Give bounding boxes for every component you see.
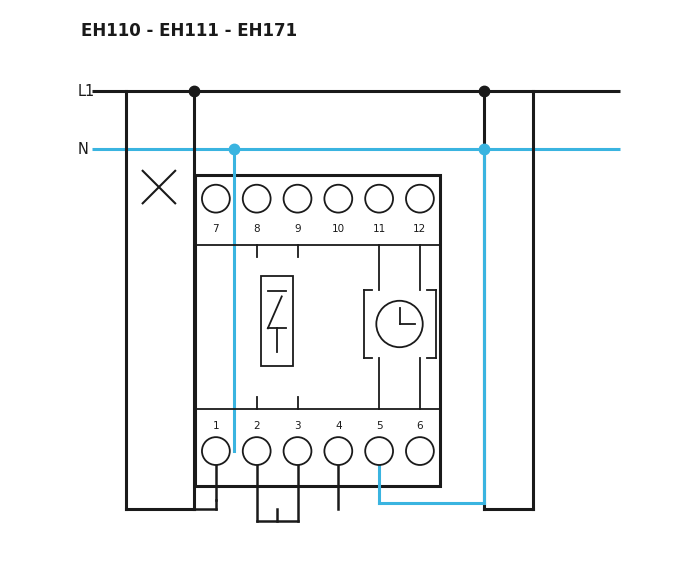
Circle shape (406, 185, 434, 213)
Text: 7: 7 (213, 224, 219, 234)
Text: 8: 8 (254, 224, 260, 234)
Circle shape (365, 437, 393, 465)
Text: 5: 5 (376, 421, 382, 431)
Bar (261, 276, 293, 366)
Text: EH110 - EH111 - EH171: EH110 - EH111 - EH171 (81, 22, 297, 40)
Circle shape (325, 185, 352, 213)
Text: N: N (78, 142, 88, 157)
Text: 2: 2 (254, 421, 260, 431)
Circle shape (202, 437, 230, 465)
Text: 3: 3 (294, 421, 301, 431)
Text: 11: 11 (373, 224, 386, 234)
Circle shape (202, 185, 230, 213)
Bar (195, 175, 441, 486)
Text: 10: 10 (332, 224, 345, 234)
Text: 1: 1 (213, 421, 219, 431)
Circle shape (243, 185, 270, 213)
Circle shape (376, 301, 423, 347)
Text: 12: 12 (414, 224, 427, 234)
Circle shape (365, 185, 393, 213)
Text: 4: 4 (335, 421, 342, 431)
Circle shape (284, 437, 311, 465)
Text: 6: 6 (416, 421, 423, 431)
Circle shape (325, 437, 352, 465)
Circle shape (284, 185, 311, 213)
Circle shape (406, 437, 434, 465)
Circle shape (243, 437, 270, 465)
Text: L1: L1 (78, 84, 95, 99)
Text: 9: 9 (294, 224, 301, 234)
